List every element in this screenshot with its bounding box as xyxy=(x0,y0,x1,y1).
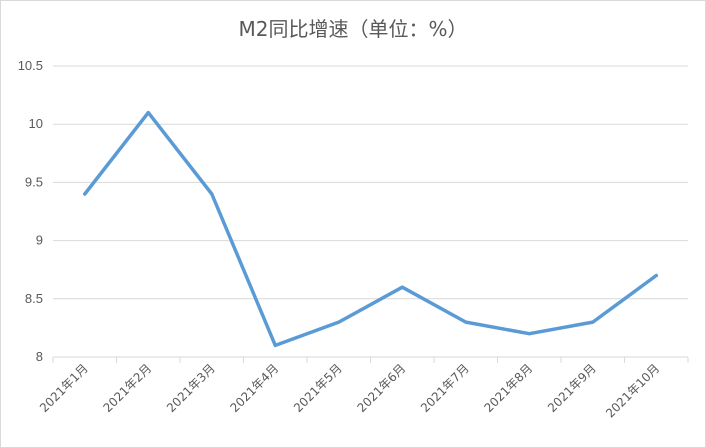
y-tick-label: 9 xyxy=(36,233,43,248)
data-point xyxy=(337,320,341,324)
series-line xyxy=(83,110,659,348)
axes xyxy=(52,356,689,363)
x-tick-label: 2021年7月 xyxy=(418,361,472,415)
data-point xyxy=(83,192,87,196)
x-tick-label: 2021年4月 xyxy=(227,361,281,415)
x-tick-label: 2021年2月 xyxy=(100,361,154,415)
data-point xyxy=(146,111,150,115)
x-tick-label: 2021年8月 xyxy=(481,361,535,415)
chart-title: M2同比增速（单位：%） xyxy=(239,17,468,41)
y-tick-label: 8.5 xyxy=(25,291,43,306)
data-point xyxy=(210,192,214,196)
data-point xyxy=(591,320,595,324)
data-point xyxy=(527,332,531,336)
x-tick-label: 2021年10月 xyxy=(603,361,662,420)
y-tick-label: 10.5 xyxy=(18,58,43,73)
data-point xyxy=(400,285,404,289)
x-tick-label: 2021年6月 xyxy=(354,361,408,415)
x-tick-label: 2021年3月 xyxy=(164,361,218,415)
x-tick-label: 2021年1月 xyxy=(37,361,91,415)
y-tick-label: 9.5 xyxy=(25,174,43,189)
data-point xyxy=(654,274,658,278)
gridlines xyxy=(53,65,688,300)
data-point xyxy=(273,343,277,347)
series-layer xyxy=(83,110,659,348)
y-tick-label: 10 xyxy=(29,116,43,131)
x-tick-label: 2021年9月 xyxy=(545,361,599,415)
y-tick-label: 8 xyxy=(36,349,43,364)
data-point xyxy=(464,320,468,324)
x-tick-label: 2021年5月 xyxy=(291,361,345,415)
